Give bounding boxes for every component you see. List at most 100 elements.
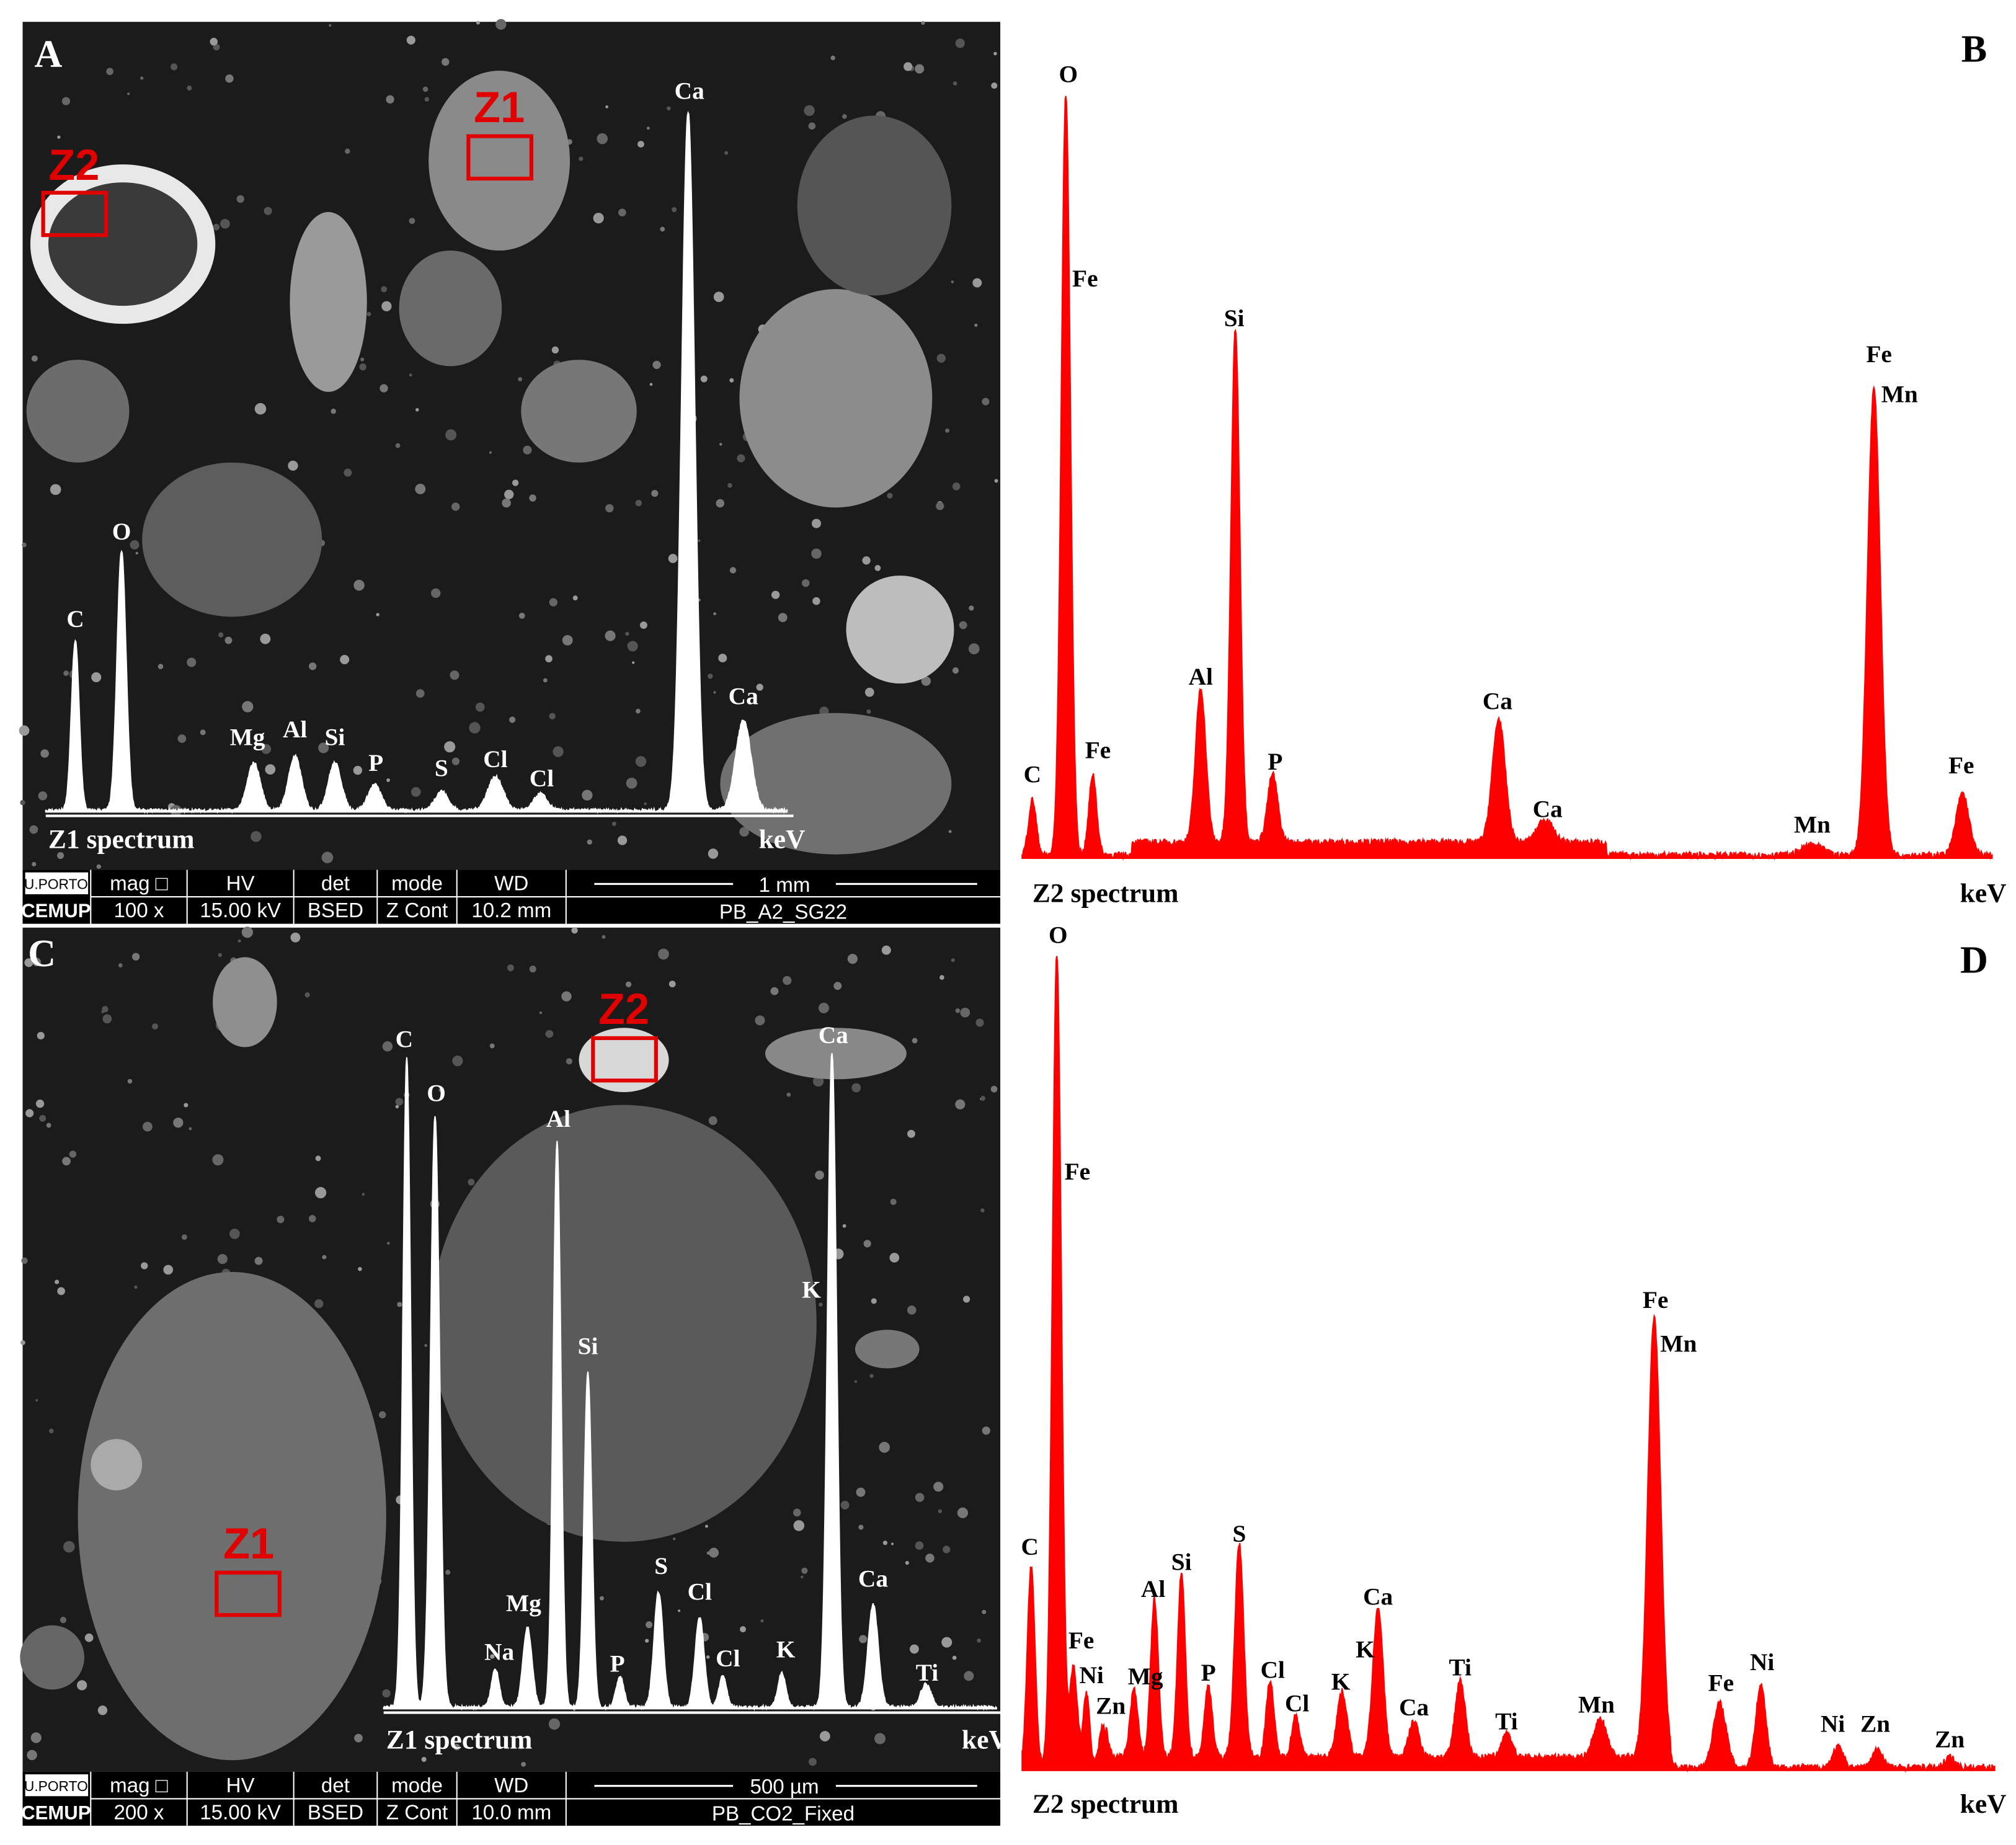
- sem-speck: [20, 800, 25, 806]
- peak-label: Fe: [1866, 340, 1892, 368]
- sem-speck: [345, 148, 350, 154]
- sem-speck: [241, 927, 253, 938]
- sem-speck: [84, 1633, 94, 1642]
- sem-speck: [502, 498, 511, 508]
- sem-speck: [977, 1638, 981, 1643]
- peak-label: Ni: [1079, 1661, 1103, 1689]
- sem-speck: [158, 664, 164, 670]
- sem-speck: [851, 1083, 861, 1093]
- info-value: Z Cont: [386, 899, 448, 922]
- sem-speck: [504, 489, 514, 500]
- sem-speck: [451, 502, 460, 511]
- peak-label: P: [1268, 748, 1282, 775]
- sem-speck: [811, 518, 822, 528]
- sem-speck: [727, 482, 732, 488]
- logo-bottom-text: CEMUP: [21, 1802, 91, 1824]
- sem-speck: [915, 64, 925, 74]
- logo-top: [25, 872, 89, 894]
- sem-speck: [833, 982, 842, 990]
- sem-speck: [32, 958, 41, 967]
- sem-speck: [597, 133, 608, 144]
- spectrum-title: Z2 spectrum: [1032, 878, 1179, 908]
- sem-speck: [189, 1127, 192, 1131]
- sem-speck: [318, 742, 329, 754]
- sem-speck: [314, 1187, 327, 1199]
- sem-speck: [382, 1689, 391, 1698]
- sem-speck: [936, 502, 944, 510]
- sem-speck: [288, 460, 298, 471]
- sem-speck: [975, 1018, 984, 1027]
- info-header: mode: [391, 873, 443, 896]
- sem-speck: [518, 377, 523, 381]
- sem-grain: [290, 211, 367, 392]
- logo-top-text: U.PORTO: [24, 876, 88, 892]
- info-header: det: [321, 1774, 350, 1797]
- info-value: Z Cont: [386, 1802, 448, 1825]
- sem-speck: [308, 1215, 316, 1222]
- sem-speck: [618, 208, 626, 216]
- sem-speck: [151, 1023, 158, 1030]
- sem-speck: [376, 613, 380, 616]
- sem-speck: [909, 1644, 919, 1654]
- sem-speck: [469, 722, 481, 734]
- sem-speck: [646, 1621, 653, 1629]
- sem-speck: [381, 286, 388, 293]
- sem-speck: [587, 839, 592, 845]
- sem-speck: [264, 207, 272, 215]
- sem-speck: [646, 127, 650, 130]
- sem-speck: [869, 1374, 874, 1378]
- sem-speck: [548, 1718, 561, 1730]
- sem-speck: [442, 58, 450, 66]
- sem-speck: [421, 1756, 427, 1763]
- sem-speck: [518, 612, 525, 619]
- sem-grain: [579, 1028, 669, 1092]
- sem-speck: [55, 1279, 60, 1284]
- sem-speck: [445, 429, 457, 441]
- peak-label: Ni: [1821, 1710, 1845, 1738]
- sem-speck: [49, 1428, 54, 1434]
- sem-speck: [187, 657, 197, 667]
- sem-speck: [740, 1626, 747, 1633]
- sem-speck: [955, 1008, 961, 1013]
- sem-speck: [955, 1099, 966, 1109]
- sem-speck: [808, 1758, 817, 1766]
- sem-speck: [579, 156, 584, 161]
- logo-bottom-text: CEMUP: [21, 900, 91, 922]
- sem-speck: [668, 554, 678, 563]
- sem-speck: [980, 1208, 985, 1213]
- sem-speck: [854, 1380, 858, 1383]
- peak-label: K: [802, 1276, 821, 1303]
- sem-speck: [102, 1006, 109, 1013]
- spectrum-title: Z2 spectrum: [1032, 1789, 1179, 1819]
- peak-label: Al: [1141, 1575, 1165, 1603]
- sem-speck: [719, 443, 722, 446]
- sem-speck: [489, 1043, 495, 1049]
- logo-top: [25, 1774, 89, 1797]
- sem-speck: [130, 540, 140, 550]
- sem-speck: [397, 1302, 402, 1307]
- sem-speck: [468, 1178, 475, 1186]
- spectrum-unit: keV: [962, 1725, 1008, 1755]
- sem-speck: [602, 935, 606, 939]
- sem-grain: [78, 1272, 386, 1761]
- sem-speck: [378, 1411, 386, 1419]
- sem-speck: [171, 63, 178, 71]
- peak-label: Cl: [716, 1645, 740, 1672]
- sem-grain: [765, 1028, 907, 1080]
- peak-label: K: [1331, 1668, 1351, 1695]
- sem-speck: [260, 633, 271, 644]
- sem-speck: [639, 621, 647, 629]
- sem-speck: [22, 542, 27, 548]
- sem-speck: [424, 97, 430, 102]
- scale-label: 1 mm: [759, 874, 810, 897]
- sem-speck: [290, 932, 301, 943]
- sem-grain: [142, 462, 322, 617]
- peak-label: Zn: [1935, 1726, 1965, 1753]
- sem-speck: [490, 1654, 495, 1659]
- peak-label: Ca: [729, 682, 758, 709]
- sem-speck: [395, 1098, 404, 1106]
- sem-speck: [706, 1655, 710, 1659]
- peak-label: P: [1201, 1659, 1216, 1686]
- sem-speck: [50, 484, 61, 496]
- peak-label: C: [1021, 1533, 1039, 1560]
